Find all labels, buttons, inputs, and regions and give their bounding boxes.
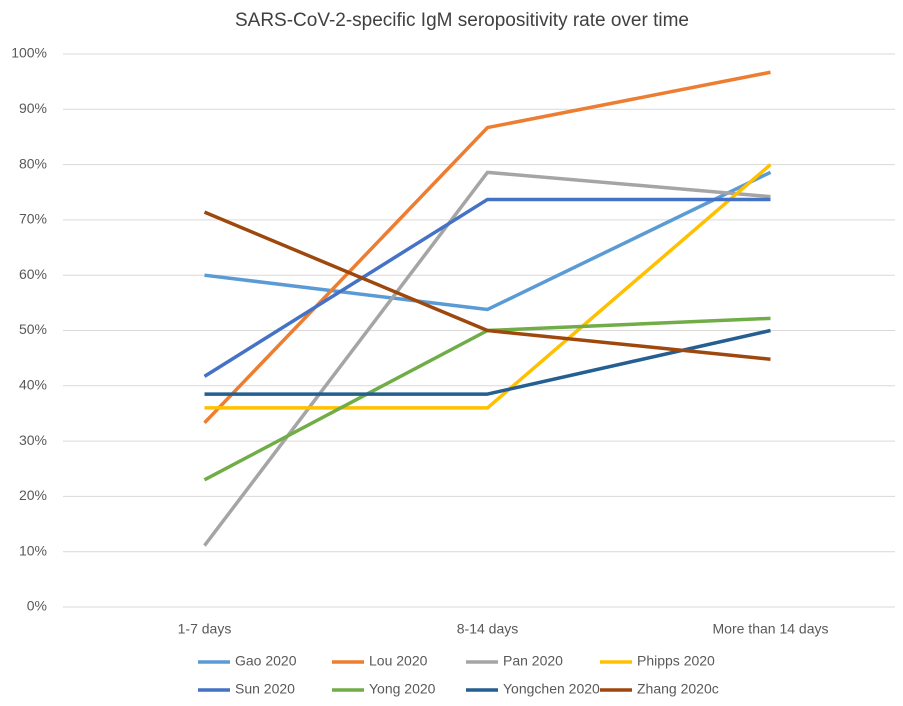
- x-tick-label: 8-14 days: [457, 621, 518, 637]
- series-line: [203, 70, 771, 425]
- series-line: [204, 163, 772, 410]
- legend-label: Zhang 2020c: [637, 681, 719, 697]
- y-tick-label: 90%: [19, 100, 47, 116]
- legend-label: Gao 2020: [235, 653, 297, 669]
- y-tick-label: 80%: [19, 155, 47, 171]
- series-line: [204, 170, 772, 312]
- y-tick-label: 70%: [19, 211, 47, 227]
- y-tick-label: 50%: [19, 321, 47, 337]
- legend-label: Sun 2020: [235, 681, 295, 697]
- chart-title: SARS-CoV-2-specific IgM seropositivity r…: [235, 10, 689, 31]
- y-tick-label: 100%: [11, 45, 47, 61]
- legend-label: Yong 2020: [369, 681, 436, 697]
- series-line: [203, 170, 771, 547]
- legend-label: Yongchen 2020: [503, 681, 600, 697]
- series-line: [204, 328, 771, 396]
- y-tick-label: 30%: [19, 432, 47, 448]
- y-tick-label: 10%: [19, 542, 47, 558]
- legend-label: Lou 2020: [369, 653, 428, 669]
- y-tick-label: 60%: [19, 266, 47, 282]
- legend-label: Pan 2020: [503, 653, 563, 669]
- series-line: [203, 316, 771, 482]
- x-tick-label: More than 14 days: [713, 621, 829, 637]
- series-line: [203, 210, 771, 361]
- x-tick-label: 1-7 days: [178, 621, 232, 637]
- legend-label: Phipps 2020: [637, 653, 715, 669]
- y-tick-label: 40%: [19, 377, 47, 393]
- series-line: [203, 197, 771, 378]
- y-tick-label: 0%: [27, 598, 47, 614]
- y-tick-label: 20%: [19, 487, 47, 503]
